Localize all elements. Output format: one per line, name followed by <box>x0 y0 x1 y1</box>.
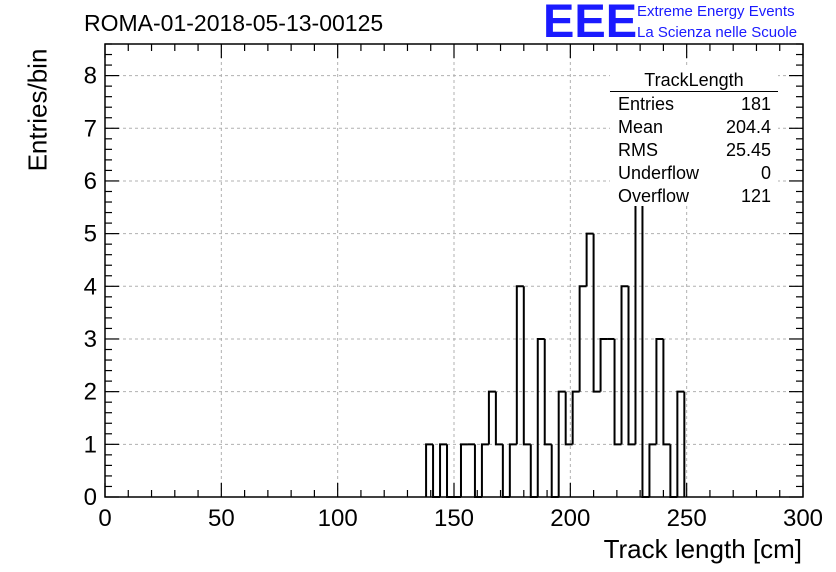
x-tick-label: 250 <box>667 505 707 532</box>
stats-value: 0 <box>760 163 771 183</box>
histogram-bin <box>459 443 468 497</box>
stats-row-entries: Entries 181 <box>618 94 771 116</box>
histogram-bin <box>508 443 517 497</box>
histogram-bin <box>599 337 608 392</box>
histogram-bin <box>446 444 454 498</box>
stats-box-divider <box>610 91 778 92</box>
histogram-bin <box>515 285 524 445</box>
stats-box-title: TrackLength <box>644 70 744 90</box>
y-tick-label: 7 <box>84 115 97 142</box>
y-tick-label: 2 <box>84 379 97 406</box>
histogram-bin <box>662 338 671 446</box>
grid-lines <box>105 44 803 497</box>
histogram-bin <box>676 390 685 497</box>
x-tick-label: 0 <box>98 505 111 532</box>
y-tick-label: 4 <box>84 273 97 300</box>
x-tick-label: 300 <box>783 505 823 532</box>
y-tick-label: 0 <box>84 484 97 511</box>
stats-key: Overflow <box>618 186 690 206</box>
stats-value: 204.4 <box>725 117 771 137</box>
x-tick-label: 150 <box>434 505 474 532</box>
stats-box: TrackLength Entries 181 Mean 204.4 RMS 2… <box>610 68 778 206</box>
histogram-bin <box>585 232 594 287</box>
histogram-bin <box>571 390 580 445</box>
stats-row-underflow: Underflow 0 <box>618 163 771 185</box>
histogram-bin <box>536 337 545 497</box>
histogram-bin <box>543 338 552 446</box>
histogram-bin <box>578 285 587 392</box>
histogram-bin <box>620 285 629 445</box>
y-tick-label: 1 <box>84 431 97 458</box>
stats-row-mean: Mean 204.4 <box>618 117 771 139</box>
x-axis-label: Track length [cm] <box>603 534 802 564</box>
histogram-bin <box>564 391 573 446</box>
axis-ticks <box>104 43 804 498</box>
histogram-bin <box>669 444 678 498</box>
histogram-bin <box>529 444 538 498</box>
histogram-bin <box>425 443 434 497</box>
histogram-bin <box>627 286 636 446</box>
histogram-bin <box>550 444 559 498</box>
y-tick-label: 5 <box>84 221 97 248</box>
histogram-bin <box>432 444 441 498</box>
histogram-bin <box>480 443 489 497</box>
histogram-bin <box>501 444 510 498</box>
stats-key: Entries <box>618 94 675 114</box>
histogram-bin <box>487 390 496 445</box>
logo-subtitle-line2: La Scienza nelle Scuole <box>637 24 798 41</box>
stats-row-rms: RMS 25.45 <box>618 140 771 162</box>
histogram-bars <box>425 74 686 498</box>
histogram-bin <box>522 286 531 446</box>
y-tick-label: 6 <box>84 168 97 195</box>
stats-value: 181 <box>740 94 771 114</box>
y-tick-label: 8 <box>84 63 97 90</box>
logo-subtitle-line1: Extreme Energy Events <box>637 3 795 20</box>
histogram-bin <box>592 233 601 393</box>
histogram-bin <box>473 444 482 498</box>
x-tick-label: 200 <box>550 505 590 532</box>
stats-key: Mean <box>618 117 664 137</box>
y-tick-label: 3 <box>84 326 97 353</box>
eee-logo: EEE <box>543 0 638 47</box>
x-tick-label: 50 <box>208 505 235 532</box>
histogram-bin <box>648 443 657 497</box>
histogram-bin <box>613 338 622 446</box>
stats-key: Underflow <box>618 163 700 183</box>
axis-tick-labels: 0 50 100 150 200 250 300 0 1 2 3 4 5 6 7 8 <box>84 63 823 532</box>
histogram-bin <box>557 390 566 497</box>
y-axis-label: Entries/bin <box>22 48 53 172</box>
plot-title: ROMA-01-2018-05-13-00125 <box>84 10 384 36</box>
stats-value: 121 <box>740 186 771 206</box>
histogram-bin <box>494 391 503 446</box>
histogram-bin <box>439 443 448 497</box>
stats-row-overflow: Overflow 121 <box>618 186 771 208</box>
histogram-bin <box>655 337 664 445</box>
stats-key: RMS <box>618 140 658 160</box>
stats-value: 25.45 <box>725 140 771 160</box>
x-tick-label: 100 <box>318 505 358 532</box>
